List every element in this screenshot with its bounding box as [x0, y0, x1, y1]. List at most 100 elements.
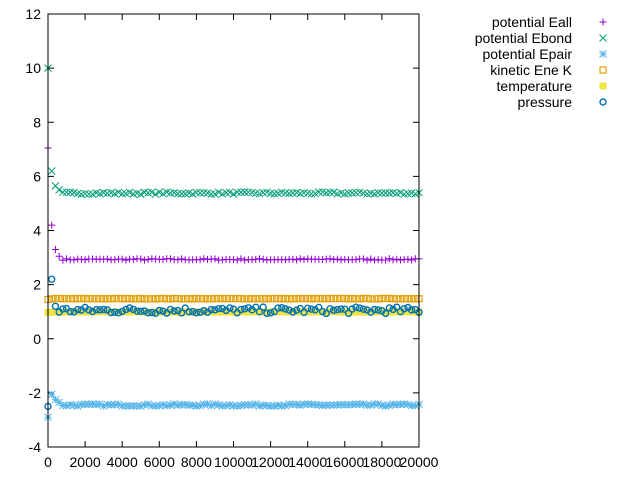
data-point	[122, 294, 130, 303]
data-point	[81, 189, 89, 198]
x-tick-label: 16000	[325, 454, 364, 470]
data-point	[129, 256, 137, 264]
data-point	[151, 190, 160, 199]
data-point	[274, 304, 282, 312]
series	[44, 275, 423, 411]
data-point	[366, 401, 375, 409]
axis-ticks: -4 -2 0 2 4 6 8 10 12 0 2000 4000 6000 8000 1000012000…	[25, 6, 438, 470]
data-point	[140, 308, 148, 316]
data-point	[374, 308, 382, 316]
data-point	[100, 295, 108, 303]
data-point	[329, 306, 338, 314]
data-point	[70, 401, 78, 410]
data-point	[229, 190, 238, 199]
data-point	[137, 294, 145, 303]
data-point	[148, 295, 156, 303]
data-point	[378, 189, 386, 197]
data-point	[359, 294, 367, 303]
data-point	[348, 189, 357, 197]
data-point	[363, 294, 371, 303]
data-point	[293, 256, 301, 264]
data-point	[304, 294, 312, 303]
data-point	[99, 402, 108, 410]
data-point	[355, 304, 364, 312]
data-point	[393, 303, 401, 311]
data-point	[292, 295, 301, 303]
data-point	[218, 402, 227, 410]
data-point	[289, 308, 297, 316]
data-point	[70, 256, 78, 264]
data-point	[314, 188, 323, 196]
data-point	[47, 390, 56, 399]
data-point	[255, 308, 263, 316]
data-point	[318, 401, 327, 410]
data-point	[307, 400, 316, 409]
data-point	[404, 400, 412, 409]
data-point	[177, 189, 186, 198]
data-point	[389, 305, 397, 314]
data-point	[126, 294, 134, 303]
data-point	[289, 308, 297, 316]
data-point	[111, 308, 119, 316]
data-point	[389, 256, 397, 264]
data-point	[211, 255, 219, 263]
data-point	[166, 305, 175, 314]
data-point	[381, 189, 390, 197]
data-point	[170, 400, 178, 408]
data-point	[118, 295, 126, 303]
legend-label: kinetic Ene K	[490, 62, 572, 78]
data-point	[274, 401, 282, 410]
data-point	[252, 308, 260, 316]
data-point	[233, 308, 241, 316]
data-point	[111, 256, 119, 264]
data-point	[330, 308, 338, 316]
data-point	[140, 400, 149, 409]
data-point	[252, 303, 260, 311]
y-tick-label: 0	[33, 331, 41, 347]
data-point	[137, 307, 145, 316]
data-point	[326, 401, 334, 409]
data-point	[66, 307, 74, 316]
data-point	[319, 308, 327, 316]
data-point	[162, 401, 171, 410]
data-point	[133, 402, 141, 410]
data-point	[59, 295, 67, 303]
data-point	[85, 306, 93, 314]
data-point	[374, 306, 382, 314]
data-point	[66, 400, 75, 409]
data-point	[58, 401, 67, 410]
data-point	[148, 308, 156, 316]
data-point	[311, 400, 319, 409]
plot-frame	[47, 13, 420, 448]
data-point	[92, 295, 100, 303]
data-point	[51, 308, 59, 316]
data-point	[392, 400, 401, 409]
data-point	[267, 308, 275, 316]
data-point	[241, 295, 249, 303]
data-point	[404, 308, 412, 316]
data-point	[241, 256, 249, 264]
data-point	[203, 295, 212, 303]
data-point	[196, 188, 204, 197]
data-point	[188, 401, 197, 410]
data-point	[163, 295, 171, 303]
data-point	[192, 308, 200, 316]
data-point	[48, 221, 56, 229]
data-point	[411, 295, 419, 303]
data-point	[66, 295, 74, 303]
data-point	[255, 295, 264, 303]
data-point	[344, 295, 353, 303]
data-point	[70, 295, 78, 303]
data-point	[196, 401, 204, 410]
x-tick-label: 20000	[400, 454, 439, 470]
data-point	[237, 308, 245, 316]
data-point	[159, 294, 167, 303]
data-point	[381, 309, 390, 318]
data-point	[300, 308, 308, 317]
data-point	[211, 190, 219, 198]
data-point	[181, 400, 190, 409]
data-point	[255, 307, 264, 316]
data-point	[278, 308, 286, 316]
data-point	[48, 275, 56, 283]
